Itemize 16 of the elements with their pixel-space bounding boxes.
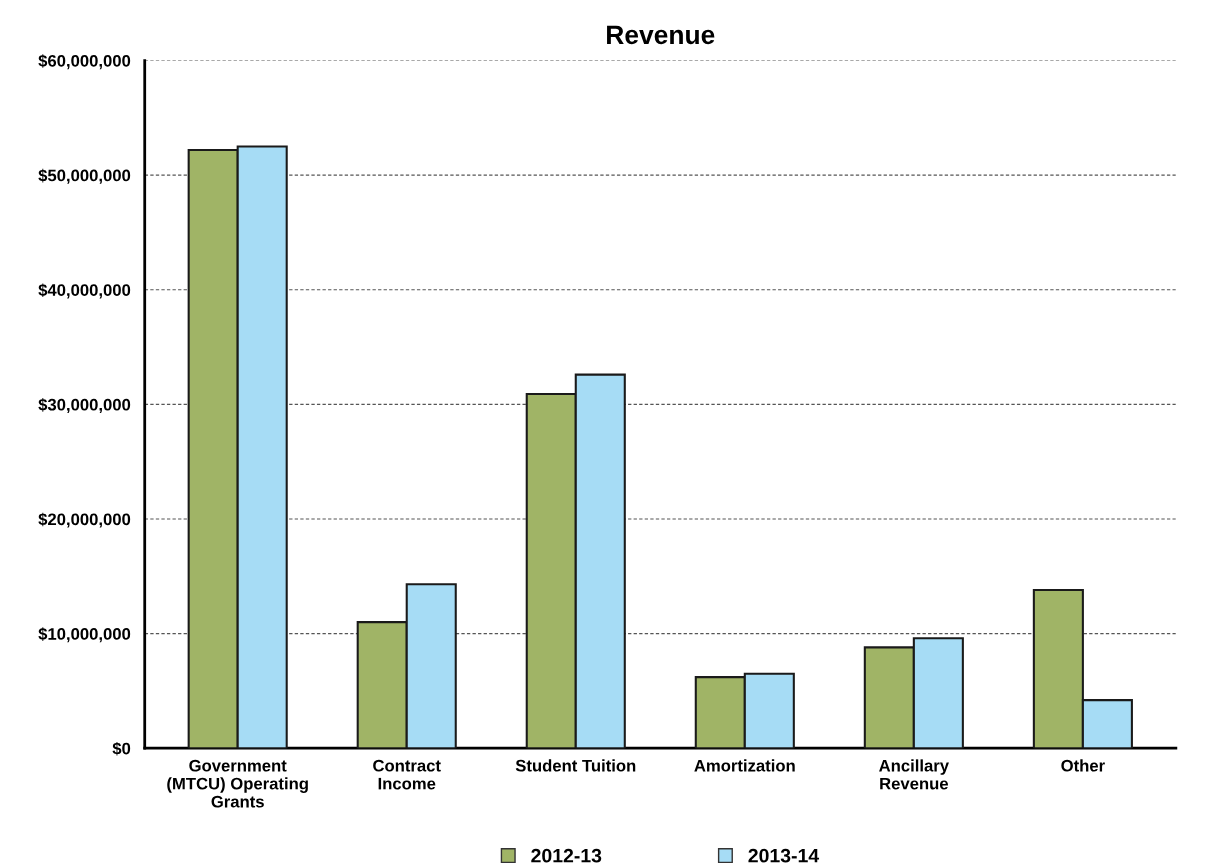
chart-title: Revenue bbox=[607, 25, 715, 45]
y-tick-label: $0 bbox=[112, 741, 131, 756]
x-tick-label: Student Tuition bbox=[515, 759, 636, 772]
y-tick-label: $50,000,000 bbox=[38, 168, 131, 184]
y-tick-label: $40,000,000 bbox=[38, 283, 131, 299]
x-tick-label: Government (MTCU) Operating Grants bbox=[167, 759, 308, 808]
y-tick-label: $30,000,000 bbox=[38, 398, 131, 414]
x-tick-label: Contract Income bbox=[373, 759, 441, 790]
x-tick-label: Other bbox=[1061, 759, 1105, 772]
y-tick-label: $20,000,000 bbox=[38, 512, 131, 528]
y-tick-label: $60,000,000 bbox=[38, 54, 131, 70]
x-tick-label: Amortization bbox=[694, 759, 795, 772]
x-tick-label: Ancillary Revenue bbox=[879, 759, 949, 790]
y-tick-label: $10,000,000 bbox=[38, 627, 131, 643]
legend-label: 2012-13 bbox=[531, 848, 602, 863]
legend-label: 2013-14 bbox=[748, 848, 820, 863]
